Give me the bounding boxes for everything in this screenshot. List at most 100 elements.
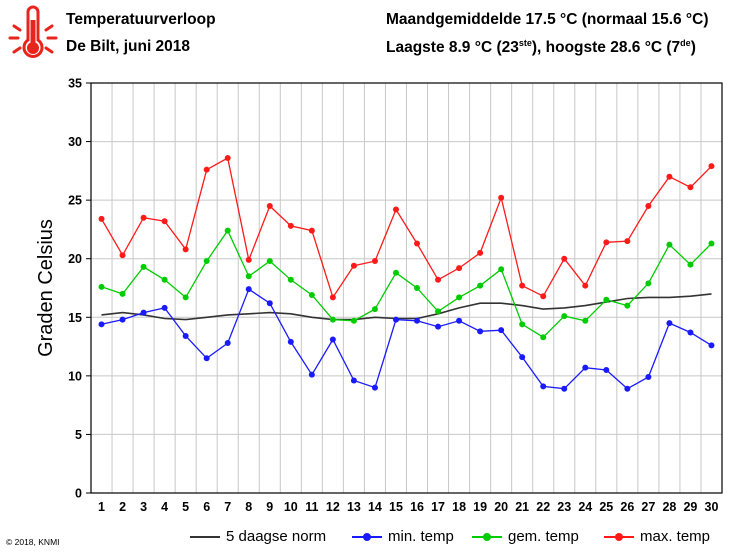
data-point-gem	[98, 283, 105, 290]
data-point-min	[287, 338, 294, 345]
data-point-min	[666, 320, 673, 327]
data-point-min	[350, 377, 357, 384]
data-point-max	[182, 246, 189, 253]
data-point-min	[624, 385, 631, 392]
data-point-max	[414, 240, 421, 247]
monthly-average-stat: Maandgemiddelde 17.5 °C (normaal 15.6 °C…	[386, 11, 709, 28]
legend-item-min: min. temp	[352, 528, 454, 545]
data-point-min	[456, 317, 463, 324]
data-point-max	[477, 249, 484, 256]
y-tick-label: 30	[68, 135, 82, 149]
legend-item-max: max. temp	[604, 528, 710, 545]
data-point-min	[98, 321, 105, 328]
data-point-min	[519, 354, 526, 361]
data-point-max	[203, 166, 210, 173]
data-point-min	[245, 286, 252, 293]
data-point-max	[456, 265, 463, 272]
x-tick-label: 12	[326, 500, 340, 514]
data-point-max	[540, 293, 547, 300]
x-tick-label: 4	[161, 500, 168, 514]
data-point-min	[414, 317, 421, 324]
data-point-min	[645, 374, 652, 381]
data-point-max	[708, 163, 715, 170]
x-tick-label: 21	[515, 500, 529, 514]
data-point-max	[603, 239, 610, 246]
data-point-max	[266, 203, 273, 209]
chart-subtitle: De Bilt, juni 2018	[66, 38, 191, 55]
thermometer-icon	[8, 5, 58, 58]
legend-swatch	[472, 532, 502, 542]
series-line-min	[101, 288, 712, 390]
x-tick-label: 26	[620, 500, 634, 514]
x-tick-label: 13	[347, 500, 361, 514]
data-point-gem	[666, 241, 673, 248]
legend-label: 5 daagse norm	[226, 528, 327, 545]
legend-swatch	[352, 532, 382, 542]
data-point-gem	[708, 240, 715, 247]
data-point-min	[161, 304, 168, 311]
y-tick-label: 20	[68, 252, 82, 266]
data-point-max	[350, 262, 357, 269]
y-tick-label: 25	[68, 194, 82, 208]
data-point-min	[582, 364, 589, 371]
legend-label: gem. temp	[508, 528, 579, 545]
legend-item-norm: 5 daagse norm	[190, 528, 326, 545]
x-tick-label: 23	[557, 500, 571, 514]
data-point-max	[161, 218, 168, 225]
y-tick-label: 15	[68, 311, 82, 325]
x-tick-label: 9	[266, 500, 273, 514]
chart-header: Temperatuurverloop De Bilt, juni 2018 Ma…	[0, 0, 732, 72]
plot-frame	[90, 82, 723, 494]
data-point-gem	[624, 302, 631, 309]
x-tick-label: 11	[305, 500, 318, 514]
data-point-max	[392, 206, 399, 213]
data-point-min	[182, 333, 189, 340]
x-tick-label: 10	[284, 500, 298, 514]
data-point-min	[224, 340, 231, 347]
data-point-max	[645, 203, 652, 209]
x-tick-label: 5	[182, 500, 189, 514]
data-point-gem	[161, 276, 168, 283]
data-point-gem	[350, 317, 357, 324]
data-point-gem	[540, 334, 547, 341]
data-point-min	[266, 300, 273, 307]
x-tick-label: 25	[599, 500, 613, 514]
data-point-max	[287, 222, 294, 229]
y-tick-label: 0	[75, 487, 82, 501]
chart-title: Temperatuurverloop	[66, 11, 216, 28]
data-point-max	[119, 252, 126, 259]
y-tick-label: 35	[68, 77, 82, 91]
data-point-gem	[435, 308, 442, 315]
series-line-max	[100, 157, 712, 299]
data-point-gem	[414, 285, 421, 291]
data-point-gem	[392, 269, 399, 276]
data-point-max	[582, 282, 589, 289]
series-line-norm	[101, 293, 712, 321]
data-point-min	[498, 327, 505, 334]
data-point-gem	[561, 313, 568, 320]
x-tick-label: 30	[705, 500, 719, 514]
x-tick-label: 15	[389, 500, 403, 514]
x-tick-label: 2	[119, 500, 126, 514]
data-point-gem	[477, 282, 484, 289]
data-point-min	[708, 342, 715, 349]
y-tick-label: 10	[68, 369, 82, 383]
x-tick-label: 16	[410, 500, 424, 514]
data-point-gem	[182, 294, 189, 301]
data-point-gem	[603, 296, 610, 303]
x-tick-label: 17	[431, 500, 445, 514]
legend-label: max. temp	[640, 528, 711, 545]
data-point-gem	[140, 263, 147, 270]
data-point-max	[561, 255, 568, 262]
data-point-gem	[245, 273, 252, 280]
x-tick-label: 14	[368, 500, 382, 514]
data-point-max	[519, 282, 526, 289]
data-point-gem	[203, 258, 210, 265]
data-point-gem	[266, 258, 273, 265]
legend-label: min. temp	[388, 528, 454, 545]
x-tick-label: 22	[536, 500, 550, 514]
data-point-min	[203, 355, 210, 362]
data-point-max	[98, 215, 105, 222]
x-tick-label: 20	[494, 500, 508, 514]
